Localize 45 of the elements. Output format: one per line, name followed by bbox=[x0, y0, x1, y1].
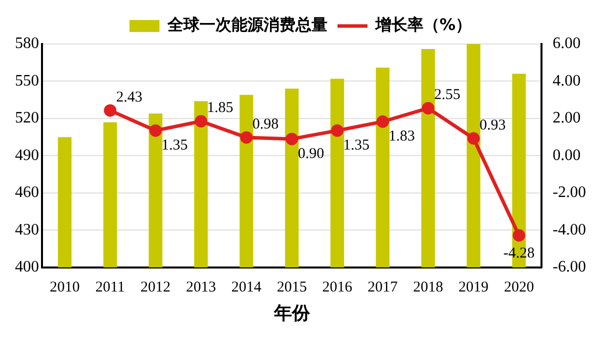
point bbox=[376, 115, 389, 128]
y2-tick-label: -4.00 bbox=[552, 221, 586, 238]
point bbox=[467, 132, 480, 145]
data-label: 0.90 bbox=[298, 146, 324, 162]
x-axis-title: 年份 bbox=[272, 302, 311, 324]
data-label: 0.98 bbox=[252, 116, 279, 132]
y-tick-label: 580 bbox=[15, 35, 39, 52]
y2-tick-label: -2.00 bbox=[552, 184, 586, 202]
y2-tick-label: 2.00 bbox=[552, 110, 581, 127]
point bbox=[149, 124, 162, 137]
x-tick-label: 2015 bbox=[276, 279, 307, 296]
point bbox=[194, 115, 208, 128]
data-label: 1.35 bbox=[162, 138, 188, 154]
x-tick-label: 2014 bbox=[231, 279, 262, 296]
x-tick-label: 2011 bbox=[95, 279, 125, 296]
x-tick-label: 2016 bbox=[322, 279, 353, 296]
y2-tick-label: 6.00 bbox=[552, 35, 581, 52]
x-tick-label: 2017 bbox=[368, 279, 398, 296]
y2-tick-label: -6.00 bbox=[552, 258, 586, 276]
point bbox=[331, 124, 344, 137]
y-tick-label: 550 bbox=[15, 72, 39, 90]
legend-label: 全球一次能源消费总量 bbox=[166, 15, 328, 34]
x-tick-label: 2018 bbox=[413, 279, 444, 296]
y-tick-label: 520 bbox=[15, 110, 39, 127]
point bbox=[240, 131, 253, 144]
y-tick-label: 490 bbox=[15, 146, 39, 164]
x-tick-label: 2013 bbox=[186, 279, 216, 296]
data-label: 1.85 bbox=[206, 100, 234, 116]
data-label: 2.43 bbox=[116, 89, 142, 106]
y2-tick-label: 0.00 bbox=[552, 146, 581, 164]
point bbox=[104, 104, 116, 117]
point bbox=[286, 132, 298, 146]
x-tick-label: 2020 bbox=[504, 279, 534, 296]
y-tick-label: 460 bbox=[15, 184, 39, 202]
data-label: 1.35 bbox=[343, 138, 370, 154]
point bbox=[422, 102, 434, 114]
x-tick-label: 2019 bbox=[458, 279, 489, 296]
point bbox=[512, 229, 526, 242]
y-tick-label: 400 bbox=[15, 258, 39, 276]
x-tick-label: 2010 bbox=[50, 279, 80, 296]
data-label: 1.83 bbox=[388, 128, 415, 145]
y-tick-label: 430 bbox=[15, 221, 39, 238]
x-tick-label: 2012 bbox=[140, 279, 171, 296]
y2-tick-label: 4.00 bbox=[552, 72, 581, 90]
legend-label: 增长率（%） bbox=[374, 15, 472, 34]
